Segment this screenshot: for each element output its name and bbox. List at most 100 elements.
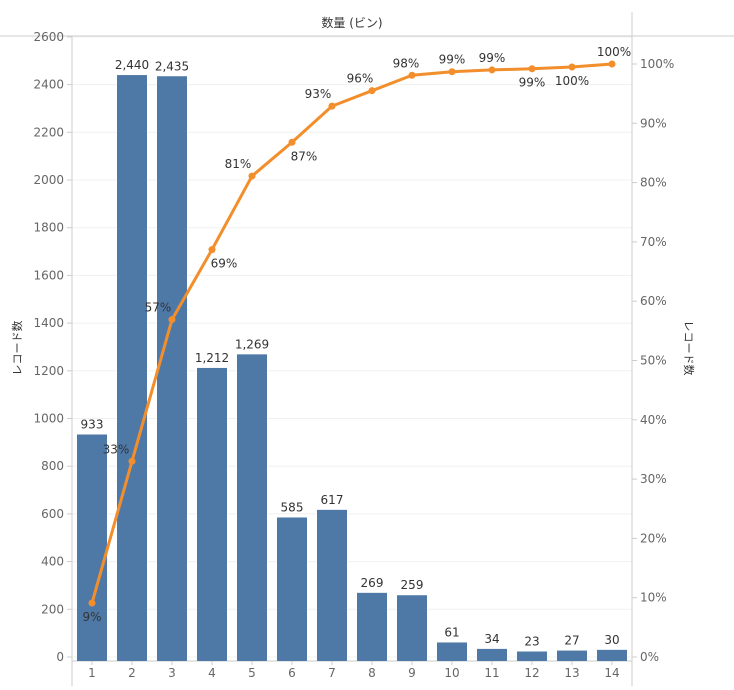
y-left-tick-label: 200 [41, 602, 64, 616]
bar [517, 651, 547, 661]
cumulative-point-label: 100% [555, 74, 589, 88]
bar [317, 509, 347, 661]
bar [437, 642, 467, 661]
cumulative-point [88, 599, 96, 607]
cumulative-line-labels: 9% 33% 57% 69% 81% 87% 93% 96% 98% 99% 99% 99% 100% 1… [82, 45, 631, 624]
bar [237, 354, 267, 661]
bar [597, 649, 627, 661]
y-left-tick-label: 2200 [33, 125, 64, 139]
cumulative-point [288, 138, 296, 146]
x-tick-label: 10 [444, 666, 459, 680]
bar-value-label: 933 [81, 417, 104, 431]
cumulative-point-label: 99% [439, 53, 466, 67]
y-right-tick-label: 80% [640, 176, 667, 190]
bar-series [77, 75, 627, 661]
x-tick-label: 12 [524, 666, 539, 680]
y-left-tick-label: 1600 [33, 268, 64, 282]
x-tick-label: 11 [484, 666, 499, 680]
cumulative-point-label: 93% [305, 87, 332, 101]
cumulative-point-label: 87% [291, 149, 318, 163]
cumulative-point-label: 98% [393, 56, 420, 70]
cumulative-point [208, 246, 216, 254]
gridlines [72, 36, 632, 658]
cumulative-point-label: 99% [519, 76, 546, 90]
bar-value-label: 2,440 [115, 58, 149, 72]
cumulative-point-label: 57% [145, 301, 172, 315]
y-right-tick-label: 50% [640, 354, 667, 368]
y-right-tick-label: 10% [640, 591, 667, 605]
bar-value-label: 585 [281, 500, 304, 514]
y-right-tick-label: 100% [640, 57, 674, 71]
cumulative-line-series [88, 60, 616, 607]
y-right-tick-label: 60% [640, 294, 667, 308]
y-right-tick-label: 40% [640, 413, 667, 427]
bar-value-label: 30 [604, 633, 619, 647]
cumulative-point-label: 9% [82, 610, 101, 624]
y-right-tick-label: 0% [640, 650, 659, 664]
x-axis-ticks: 1 2 3 4 5 6 7 8 9 10 11 12 13 14 [88, 661, 620, 680]
cumulative-point-label: 96% [347, 72, 374, 86]
y-left-tick-label: 1800 [33, 221, 64, 235]
x-tick-label: 8 [368, 666, 376, 680]
y-left-tick-label: 2600 [33, 30, 64, 44]
cumulative-point [488, 66, 496, 74]
cumulative-point-label: 99% [479, 51, 506, 65]
cumulative-point [328, 102, 336, 110]
x-tick-label: 2 [128, 666, 136, 680]
cumulative-point [568, 63, 576, 71]
x-tick-label: 5 [248, 666, 256, 680]
cumulative-point [248, 172, 256, 180]
cumulative-point-label: 100% [597, 45, 631, 59]
cumulative-point [408, 71, 416, 79]
bar [157, 76, 187, 661]
bar-value-label: 27 [564, 634, 579, 648]
cumulative-point [168, 316, 176, 324]
x-tick-label: 4 [208, 666, 216, 680]
bar-value-label: 259 [401, 578, 424, 592]
x-tick-label: 6 [288, 666, 296, 680]
y-left-tick-label: 2400 [33, 78, 64, 92]
bar-value-label: 1,269 [235, 337, 269, 351]
y-axis-right-ticks: 0% 10% 20% 30% 40% 50% 60% 70% 80% 90% 100% [632, 57, 674, 664]
y-axis-left-title: レコード数 [11, 321, 24, 376]
x-axis-title: 数量 (ビン) [321, 15, 382, 30]
bar-value-label: 617 [321, 493, 344, 507]
cumulative-point [448, 68, 456, 76]
cumulative-point [528, 65, 536, 73]
y-left-tick-label: 2000 [33, 173, 64, 187]
y-left-tick-label: 1400 [33, 316, 64, 330]
bar [357, 592, 387, 661]
cumulative-point [368, 87, 376, 95]
bar [557, 650, 587, 661]
y-axis-left-ticks: 0 200 400 600 800 1000 1200 1400 1600 1800 2000 220… [33, 30, 72, 664]
bar-value-label: 2,435 [155, 59, 189, 73]
cumulative-point [608, 60, 616, 68]
y-right-tick-label: 20% [640, 531, 667, 545]
y-left-tick-label: 1200 [33, 364, 64, 378]
x-tick-label: 9 [408, 666, 416, 680]
bar [277, 517, 307, 661]
y-left-tick-label: 1000 [33, 412, 64, 426]
x-tick-label: 3 [168, 666, 176, 680]
y-left-tick-label: 0 [56, 650, 64, 664]
bar [77, 434, 107, 661]
x-tick-label: 1 [88, 666, 96, 680]
bar-value-label: 269 [361, 576, 384, 590]
cumulative-point-label: 69% [211, 257, 238, 271]
cumulative-point-label: 33% [103, 442, 130, 456]
x-tick-label: 14 [604, 666, 619, 680]
cumulative-point-label: 81% [225, 157, 252, 171]
y-right-tick-label: 30% [640, 472, 667, 486]
bar [197, 367, 227, 661]
y-left-tick-label: 600 [41, 507, 64, 521]
bar [397, 595, 427, 661]
y-right-tick-label: 90% [640, 116, 667, 130]
y-left-tick-label: 400 [41, 555, 64, 569]
bar-value-labels: 933 2,440 2,435 1,212 1,269 585 617 269 259 61 34 2… [81, 58, 620, 648]
bar [477, 648, 507, 661]
bar-value-label: 61 [444, 625, 459, 639]
y-right-tick-label: 70% [640, 235, 667, 249]
cumulative-line [90, 62, 613, 604]
